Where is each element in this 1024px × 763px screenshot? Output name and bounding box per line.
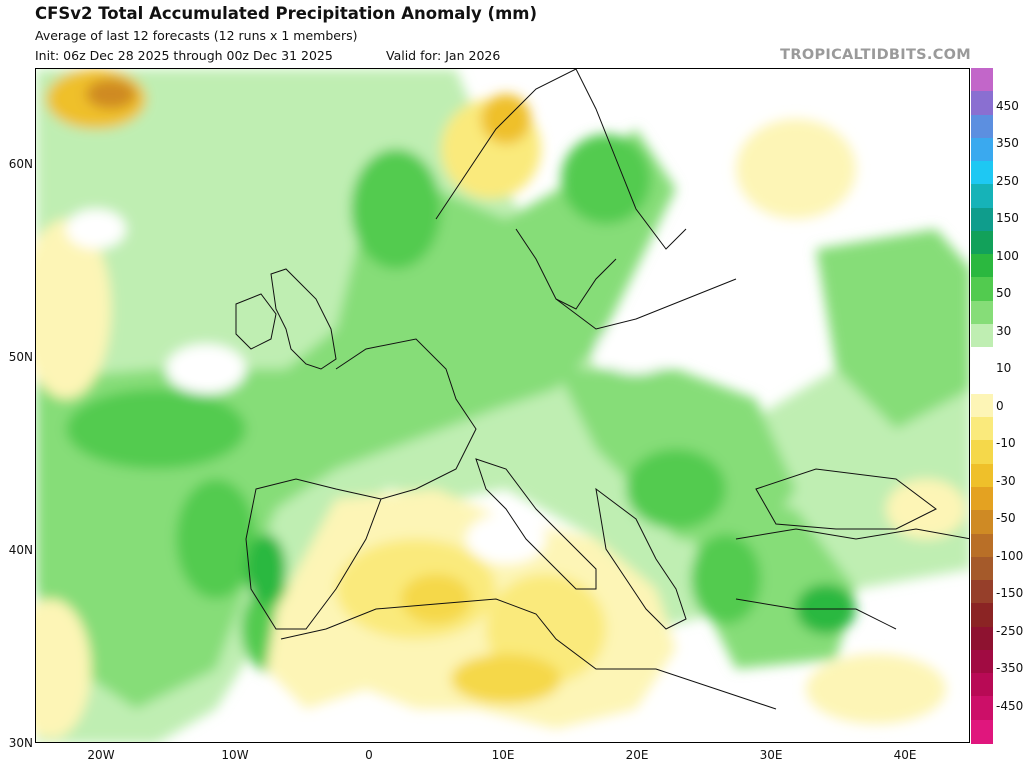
colorbar-tick-label: -250 <box>996 624 1024 638</box>
colorbar-cell <box>971 254 993 279</box>
colorbar-cell <box>971 603 993 628</box>
chart-title: CFSv2 Total Accumulated Precipitation An… <box>35 4 538 23</box>
colorbar-tick-label: 450 <box>996 99 1019 113</box>
colorbar-cell <box>971 463 993 488</box>
colorbar-tick-label: 10 <box>996 361 1012 375</box>
valid-time-label: Valid for: Jan 2026 <box>386 48 501 63</box>
colorbar-cell <box>971 626 993 651</box>
colorbar-tick-label: -10 <box>996 436 1016 450</box>
lat-label-60n: 60N <box>8 157 33 171</box>
colorbar-cell <box>971 417 993 442</box>
colorbar-tick-label: -50 <box>996 511 1016 525</box>
colorbar-cell <box>971 207 993 232</box>
lon-label-10w: 10W <box>221 748 249 762</box>
colorbar-tick-label: 250 <box>996 174 1019 188</box>
lon-label-30e: 30E <box>759 748 783 762</box>
colorbar-tick-label: 350 <box>996 136 1019 150</box>
colorbar-tick-label: 150 <box>996 211 1019 225</box>
lat-label-30n: 30N <box>8 736 33 750</box>
precip-anomaly-map <box>35 68 970 743</box>
lat-label-50n: 50N <box>8 350 33 364</box>
colorbar-cell <box>971 114 993 139</box>
colorbar <box>971 68 993 744</box>
colorbar-tick-label: 100 <box>996 249 1019 263</box>
init-time-label: Init: 06z Dec 28 2025 through 00z Dec 31… <box>35 48 333 63</box>
colorbar-cell <box>971 673 993 698</box>
colorbar-tick-label: -100 <box>996 549 1024 563</box>
colorbar-cell <box>971 393 993 418</box>
colorbar-cell <box>971 300 993 325</box>
colorbar-cell <box>971 719 993 744</box>
colorbar-tick-label: -150 <box>996 586 1024 600</box>
lon-label-20e: 20E <box>625 748 649 762</box>
colorbar-cell <box>971 277 993 302</box>
colorbar-cell <box>971 230 993 255</box>
colorbar-cell <box>971 486 993 511</box>
colorbar-cell <box>971 370 993 395</box>
chart-subtitle: Average of last 12 forecasts (12 runs x … <box>35 28 358 43</box>
map-canvas <box>36 69 969 742</box>
lon-label-20w: 20W <box>87 748 115 762</box>
colorbar-cell <box>971 510 993 535</box>
colorbar-tick-label: -350 <box>996 661 1024 675</box>
colorbar-cell <box>971 347 993 372</box>
colorbar-cell <box>971 324 993 349</box>
colorbar-tick-label: -450 <box>996 699 1024 713</box>
lon-label-0: 0 <box>365 748 373 762</box>
coastlines <box>235 69 969 710</box>
source-brand: TROPICALTIDBITS.COM <box>780 47 971 63</box>
colorbar-tick-label: 0 <box>996 399 1004 413</box>
colorbar-cell <box>971 440 993 465</box>
lat-label-40n: 40N <box>8 543 33 557</box>
colorbar-cell <box>971 68 993 92</box>
colorbar-cell <box>971 649 993 674</box>
colorbar-cell <box>971 184 993 209</box>
colorbar-tick-label: -30 <box>996 474 1016 488</box>
colorbar-cell <box>971 533 993 558</box>
colorbar-cell <box>971 556 993 581</box>
colorbar-cell <box>971 696 993 721</box>
lon-label-10e: 10E <box>491 748 515 762</box>
colorbar-cell <box>971 580 993 605</box>
colorbar-tick-label: 50 <box>996 286 1012 300</box>
anomaly-field <box>36 69 969 742</box>
colorbar-cell <box>971 161 993 186</box>
colorbar-cell <box>971 137 993 162</box>
colorbar-tick-label: 30 <box>996 324 1012 338</box>
colorbar-cell <box>971 91 993 116</box>
lon-label-40e: 40E <box>893 748 917 762</box>
